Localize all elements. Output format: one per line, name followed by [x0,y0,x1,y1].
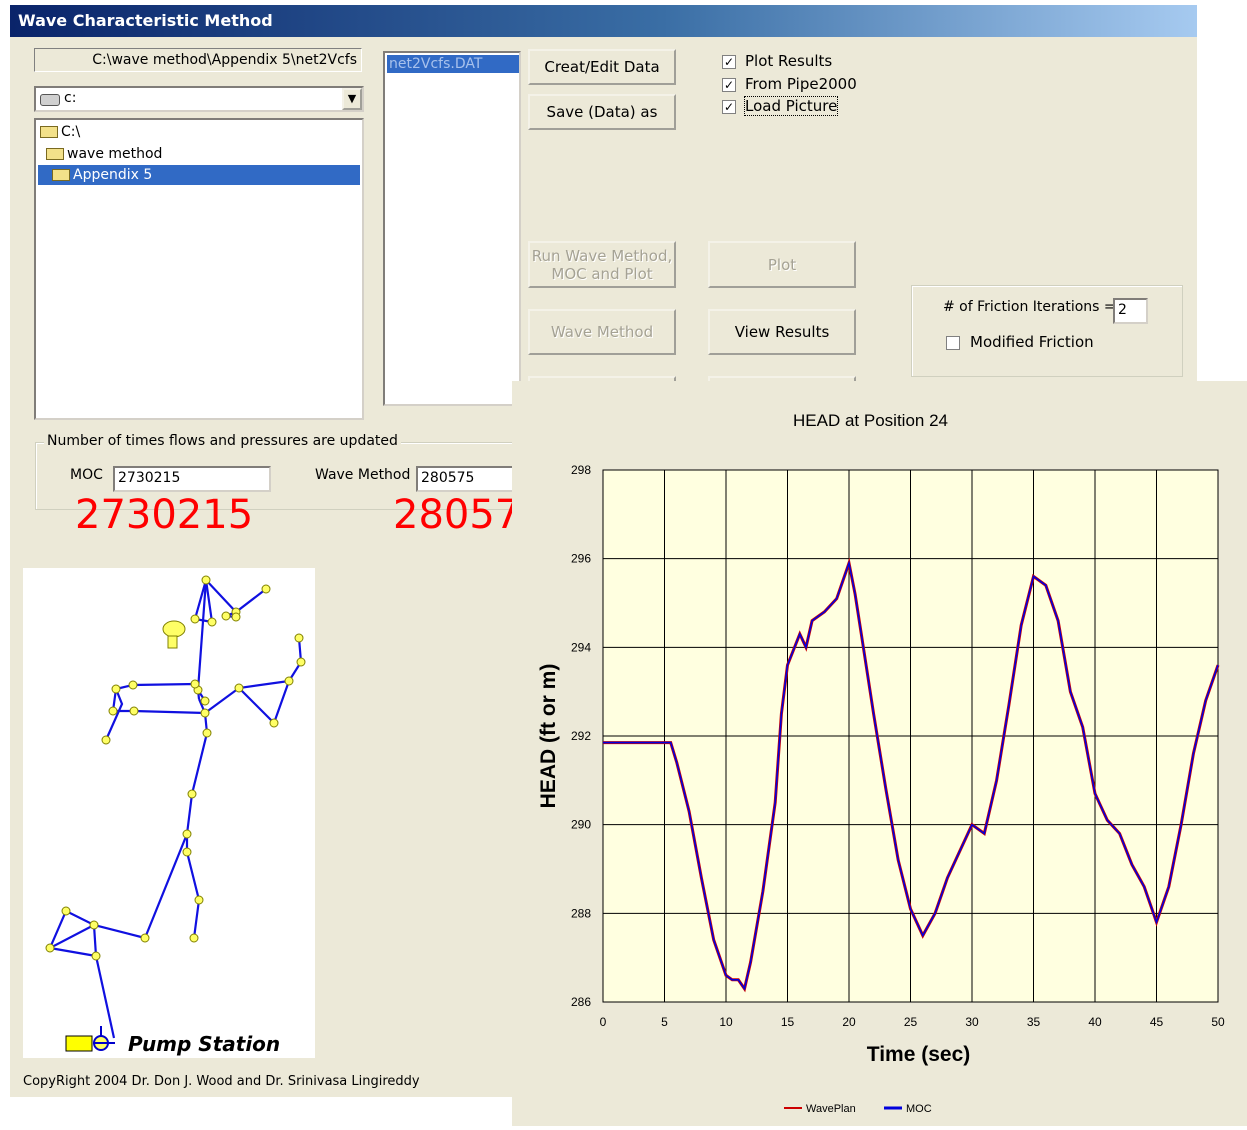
drive-select[interactable]: c: ▼ [34,86,364,112]
folder-tree[interactable]: C:\ wave method Appendix 5 [34,118,364,420]
legend-label-moc: MOC [906,1103,932,1115]
path-display: C:\wave method\Appendix 5\net2Vcfs [34,48,362,72]
folder-item[interactable]: C:\ [40,122,80,142]
moc-count-annotation: 2730215 [75,492,254,538]
chart-title: HEAD at Position 24 [793,411,948,430]
folder-open-icon [46,148,64,160]
friction-iterations-label: # of Friction Iterations = [943,299,1116,315]
drive-icon [40,94,60,106]
plot-results-checkbox[interactable]: ✓ [722,55,736,69]
x-tick-label: 50 [1211,1015,1225,1029]
x-tick-label: 30 [965,1015,979,1029]
pipe-network-diagram [45,575,306,1052]
y-tick-label: 298 [571,463,591,477]
folder-open-icon [52,169,70,181]
x-tick-label: 25 [904,1015,918,1029]
moc-label: MOC [70,467,103,483]
chart-panel: 0 5 10 15 20 25 30 35 40 45 50 286 288 290 292 294 296 29… [512,381,1247,1126]
x-tick-label: 40 [1088,1015,1102,1029]
friction-group [911,285,1183,377]
y-tick-label: 292 [571,729,591,743]
file-list[interactable]: net2Vcfs.DAT [383,51,521,406]
x-tick-label: 20 [842,1015,856,1029]
wave-method-label: Wave Method [315,467,411,483]
head-chart: 0 5 10 15 20 25 30 35 40 45 50 286 288 290 292 294 296 29… [537,411,1225,1115]
view-results-button[interactable]: View Results [708,309,856,355]
load-picture-checkbox[interactable]: ✓ [722,100,736,114]
moc-count-field[interactable]: 2730215 [113,466,271,492]
create-edit-data-button[interactable]: Creat/Edit Data [528,49,676,85]
modified-friction-label: Modified Friction [970,333,1094,351]
y-tick-label: 294 [571,640,591,654]
pump-icon [65,1026,115,1052]
plot-results-label: Plot Results [745,52,833,70]
x-tick-label: 15 [781,1015,795,1029]
save-data-as-button[interactable]: Save (Data) as [528,94,676,130]
x-tick-label: 10 [719,1015,733,1029]
window-title: Wave Characteristic Method [18,11,273,30]
series-line-moc [603,560,1219,991]
wave-method-button[interactable]: Wave Method [528,309,676,355]
x-tick-label: 5 [661,1015,668,1029]
friction-iterations-input[interactable]: 2 [1113,298,1148,324]
from-pipe2000-checkbox[interactable]: ✓ [722,78,736,92]
updates-group-label: Number of times flows and pressures are … [44,433,401,449]
copyright-text: CopyRight 2004 Dr. Don J. Wood and Dr. S… [23,1074,420,1089]
plot-button[interactable]: Plot [708,241,856,288]
y-tick-label: 286 [571,995,591,1009]
folder-item[interactable]: wave method [46,144,162,164]
y-tick-label: 288 [571,906,591,920]
wave-count-field[interactable]: 280575 [416,466,514,492]
legend-label-waveplan: WavePlan [806,1103,856,1115]
load-picture-label: Load Picture [743,96,839,116]
path-text: C:\wave method\Appendix 5\net2Vcfs [92,52,357,68]
modified-friction-checkbox[interactable] [946,336,960,350]
drive-label: c: [64,90,77,106]
folder-item-selected[interactable]: Appendix 5 [38,165,360,185]
dropdown-arrow-icon[interactable]: ▼ [342,88,362,110]
x-tick-label: 35 [1027,1015,1041,1029]
y-tick-label: 290 [571,818,591,832]
x-axis-label: Time (sec) [867,1043,971,1066]
folder-open-icon [40,126,58,138]
from-pipe2000-label: From Pipe2000 [745,75,857,93]
pump-station-label: Pump Station [128,1032,281,1056]
title-bar: Wave Characteristic Method [10,5,1197,37]
y-tick-label: 296 [571,552,591,566]
x-tick-label: 45 [1150,1015,1164,1029]
y-axis-label: HEAD (ft or m) [537,664,560,809]
x-tick-label: 0 [600,1015,607,1029]
run-wave-moc-plot-button[interactable]: Run Wave Method, MOC and Plot [528,241,676,288]
network-picture: Pump Station [23,568,315,1058]
file-item-selected[interactable]: net2Vcfs.DAT [387,55,519,73]
